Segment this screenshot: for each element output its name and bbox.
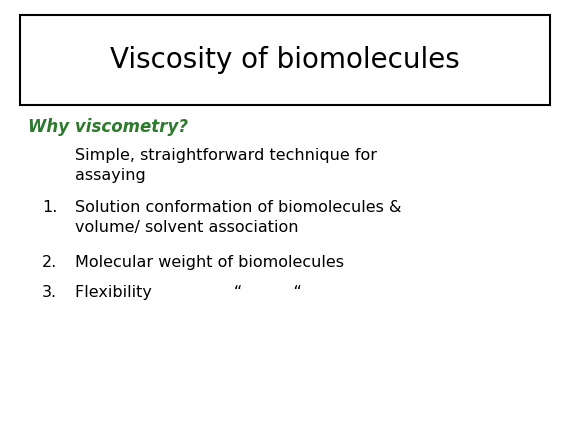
- Bar: [20, 15, 550, 105]
- Text: Why viscometry?: Why viscometry?: [28, 118, 188, 136]
- Text: 1.: 1.: [42, 200, 57, 215]
- Text: Molecular weight of biomolecules: Molecular weight of biomolecules: [75, 255, 344, 270]
- Text: Viscosity of biomolecules: Viscosity of biomolecules: [110, 46, 460, 74]
- Text: assaying: assaying: [75, 168, 146, 183]
- Text: Solution conformation of biomolecules &: Solution conformation of biomolecules &: [75, 200, 402, 215]
- Text: 3.: 3.: [42, 285, 57, 300]
- Text: 2.: 2.: [42, 255, 57, 270]
- Text: Simple, straightforward technique for: Simple, straightforward technique for: [75, 148, 377, 163]
- Text: Flexibility                “          “: Flexibility “ “: [75, 285, 302, 300]
- Text: volume/ solvent association: volume/ solvent association: [75, 220, 299, 235]
